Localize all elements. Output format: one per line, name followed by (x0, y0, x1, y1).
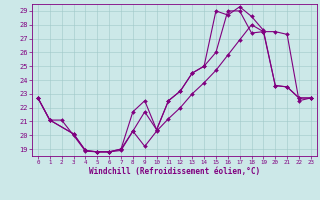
X-axis label: Windchill (Refroidissement éolien,°C): Windchill (Refroidissement éolien,°C) (89, 167, 260, 176)
